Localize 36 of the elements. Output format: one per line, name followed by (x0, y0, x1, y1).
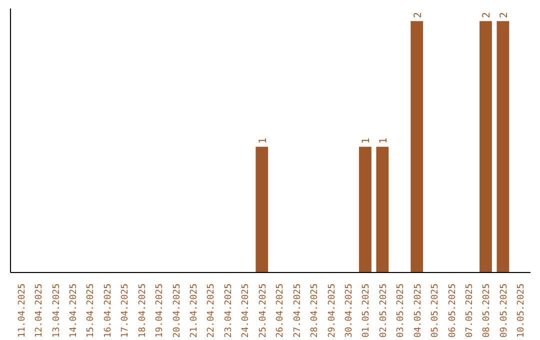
x-tick-label: 24.04.2025 (241, 283, 252, 338)
x-tick-label: 02.05.2025 (378, 283, 389, 338)
x-tick-label: 15.04.2025 (86, 283, 96, 338)
data-label: 1 (378, 138, 390, 144)
x-tick-label: 18.04.2025 (138, 283, 148, 338)
x-tick-label: 22.04.2025 (206, 283, 217, 338)
x-tick-label: 06.05.2025 (448, 283, 458, 338)
x-tick-label: 26.04.2025 (276, 283, 286, 338)
x-tick-label: 11.04.2025 (17, 283, 28, 338)
x-tick-label: 14.04.2025 (68, 283, 79, 338)
data-label: 2 (498, 12, 510, 18)
x-tick-label: 08.05.2025 (482, 283, 492, 338)
x-tick-label: 04.05.2025 (413, 283, 424, 338)
x-tick-label: 30.04.2025 (344, 283, 354, 338)
x-tick-label: 21.04.2025 (190, 283, 200, 338)
x-tick-label: 19.04.2025 (155, 283, 166, 338)
x-tick-label: 28.04.2025 (310, 283, 320, 338)
x-tick-label: 23.04.2025 (224, 283, 234, 338)
data-label: 1 (361, 138, 372, 144)
x-tick-label: 20.04.2025 (172, 283, 182, 338)
x-tick-label: 29.04.2025 (327, 283, 338, 338)
data-label: 2 (412, 12, 424, 18)
data-label: 2 (482, 12, 493, 18)
data-label: 1 (258, 138, 269, 144)
x-tick-label: 10.05.2025 (516, 283, 527, 338)
x-tick-label: 12.04.2025 (34, 283, 45, 338)
x-tick-label: 16.04.2025 (103, 283, 114, 338)
x-tick-label: 05.05.2025 (430, 283, 441, 338)
x-tick-label: 17.04.2025 (120, 283, 131, 338)
x-tick-label: 07.05.2025 (465, 283, 476, 338)
x-tick-label: 09.05.2025 (499, 283, 510, 338)
x-tick-label: 03.05.2025 (396, 283, 406, 338)
x-tick-label: 27.04.2025 (292, 283, 303, 338)
x-tick-label: 01.05.2025 (362, 283, 372, 338)
x-tick-label: 13.04.2025 (52, 283, 62, 338)
x-tick-label: 25.04.2025 (258, 283, 268, 338)
